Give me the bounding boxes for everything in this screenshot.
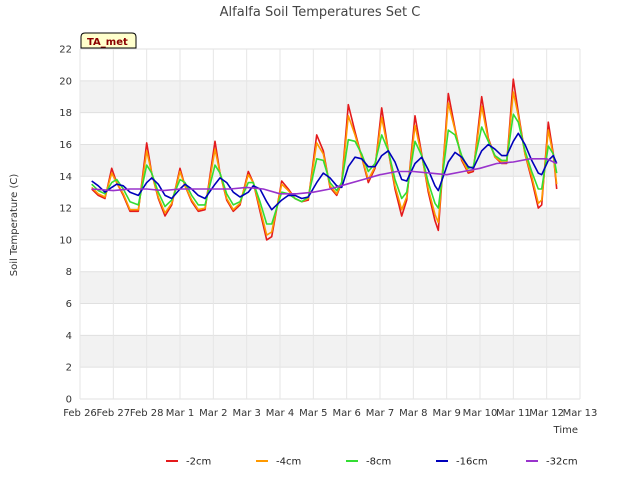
legend-label: -2cm [186, 457, 211, 468]
x-tick-label: Mar 7 [366, 408, 394, 419]
grid-band [80, 80, 580, 113]
ta-met-badge: TA_met [80, 32, 137, 49]
gridlines [79, 48, 581, 400]
grid-band [80, 271, 580, 304]
x-tick-label: Mar 5 [299, 408, 327, 419]
x-tick-label: Mar 13 [563, 408, 598, 419]
x-tick-label: Mar 1 [166, 408, 194, 419]
series-line-4 [91, 132, 558, 211]
y-tick-label: 8 [66, 267, 72, 278]
y-tick-label: 6 [66, 299, 72, 310]
x-tick-label: Mar 3 [232, 408, 260, 419]
x-axis-label: Time [553, 425, 578, 436]
legend-label: -8cm [366, 457, 391, 468]
x-tick-label: Mar 11 [496, 408, 531, 419]
series-line-5 [91, 158, 558, 195]
grid-bands [80, 80, 580, 368]
y-tick-label: 0 [66, 395, 72, 406]
grid-band [80, 335, 580, 368]
x-tick-label: Mar 10 [463, 408, 498, 419]
legend-label: -4cm [276, 457, 301, 468]
x-tick-label: Feb 28 [130, 408, 164, 419]
x-tick-label: Feb 26 [63, 408, 97, 419]
y-tick-label: 12 [59, 204, 72, 215]
badge-text: TA_met [87, 37, 128, 48]
series-line-3 [91, 113, 558, 225]
x-tick-label: Mar 2 [199, 408, 227, 419]
x-tick-label: Mar 8 [399, 408, 427, 419]
x-tick-label: Mar 6 [332, 408, 360, 419]
y-tick-label: 14 [59, 172, 72, 183]
y-tick-label: 4 [66, 331, 72, 342]
x-axis-ticks: Feb 26 Feb 27 Feb 28 Mar 1 Mar 2 Mar 3 Mar 4 Ma… [63, 408, 597, 419]
chart-title: Alfalfa Soil Temperatures Set C [220, 5, 421, 20]
x-tick-label: Mar 9 [432, 408, 460, 419]
series-lines [91, 78, 558, 241]
x-tick-label: Feb 27 [97, 408, 131, 419]
y-tick-label: 18 [59, 108, 72, 119]
badge-box [80, 32, 137, 49]
y-tick-label: 20 [59, 76, 72, 87]
x-tick-label: Mar 4 [266, 408, 294, 419]
y-tick-label: 16 [59, 140, 72, 151]
y-tick-label: 22 [59, 45, 72, 56]
y-tick-label: 10 [59, 235, 72, 246]
legend: -2cm -4cm -8cm -16cm -32cm [166, 457, 578, 468]
legend-label: -16cm [456, 457, 488, 468]
y-tick-label: 2 [66, 363, 72, 374]
y-axis-label: Soil Temperature (C) [9, 174, 20, 277]
x-tick-label: Mar 12 [529, 408, 564, 419]
y-axis-ticks: 0 2 4 6 8 10 12 14 16 18 20 22 [59, 45, 72, 406]
legend-label: -32cm [546, 457, 578, 468]
grid-band [80, 208, 580, 240]
